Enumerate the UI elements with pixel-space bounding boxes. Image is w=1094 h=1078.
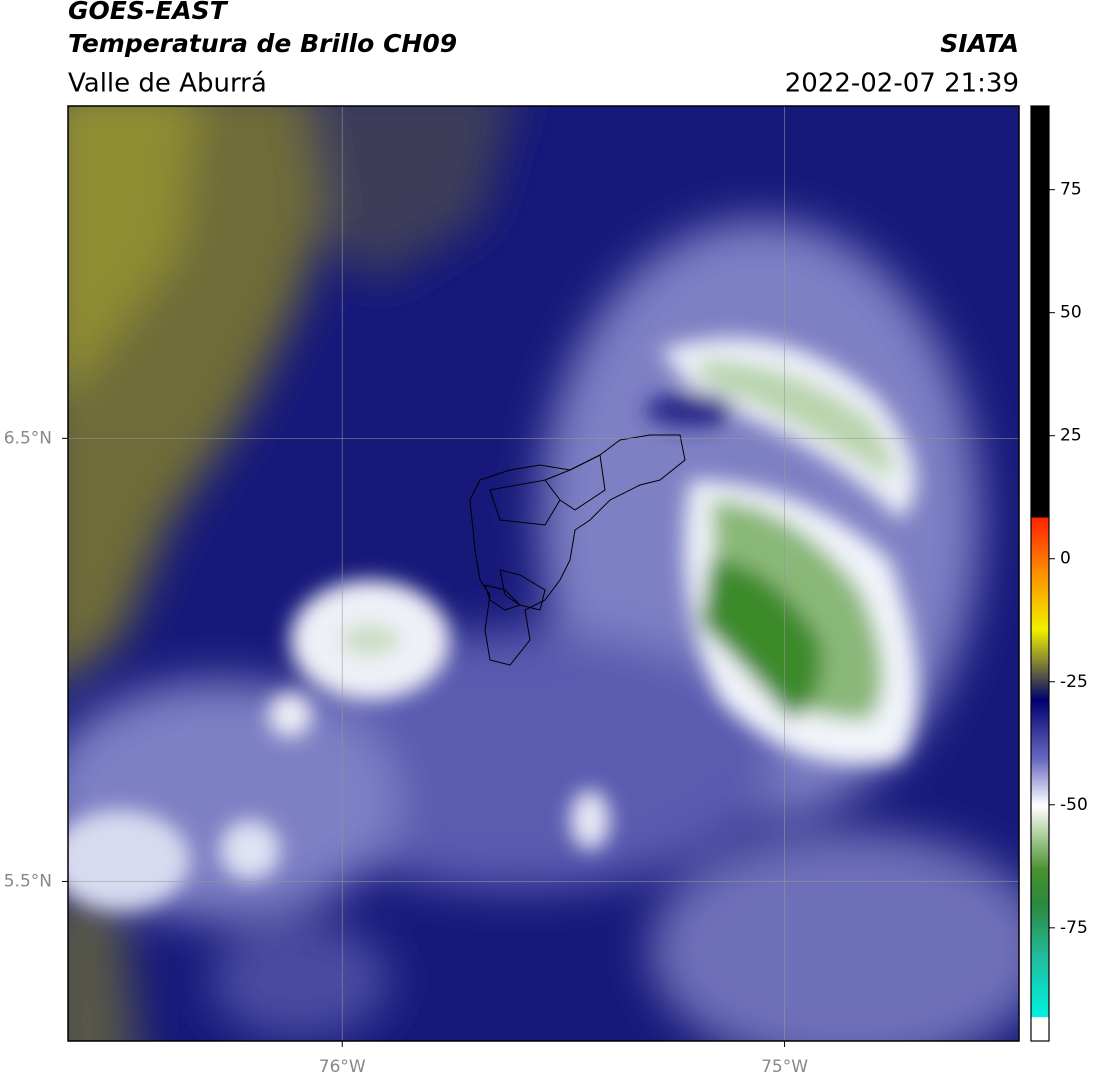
x-tick-label: 76°W [319,1057,366,1077]
y-tick-label: 6.5°N [4,428,52,448]
region: Valle de Aburrá [68,69,267,99]
title: GOES-EAST [68,0,229,25]
x-tick-label: 75°W [761,1057,808,1077]
colorbar-tick-label: -75 [1060,918,1088,938]
colorbar-tick-label: -50 [1060,795,1088,815]
map-frame [67,105,1020,1042]
colorbar-tick-label: -25 [1060,672,1088,692]
grid [68,106,1019,1041]
colorbar-tick-label: 75 [1060,180,1082,200]
subtitle: Temperatura de Brillo CH09 [68,29,457,58]
colorbar-tick-label: 0 [1060,549,1071,569]
colorbar [1030,105,1050,1042]
datetime: 2022-02-07 21:39 [785,69,1019,99]
colorbar-tick-label: 50 [1060,303,1082,323]
map-field [68,106,1019,1041]
source: SIATA [940,29,1019,58]
y-tick-label: 5.5°N [4,871,52,891]
colorbar-tick-label: 25 [1060,426,1082,446]
